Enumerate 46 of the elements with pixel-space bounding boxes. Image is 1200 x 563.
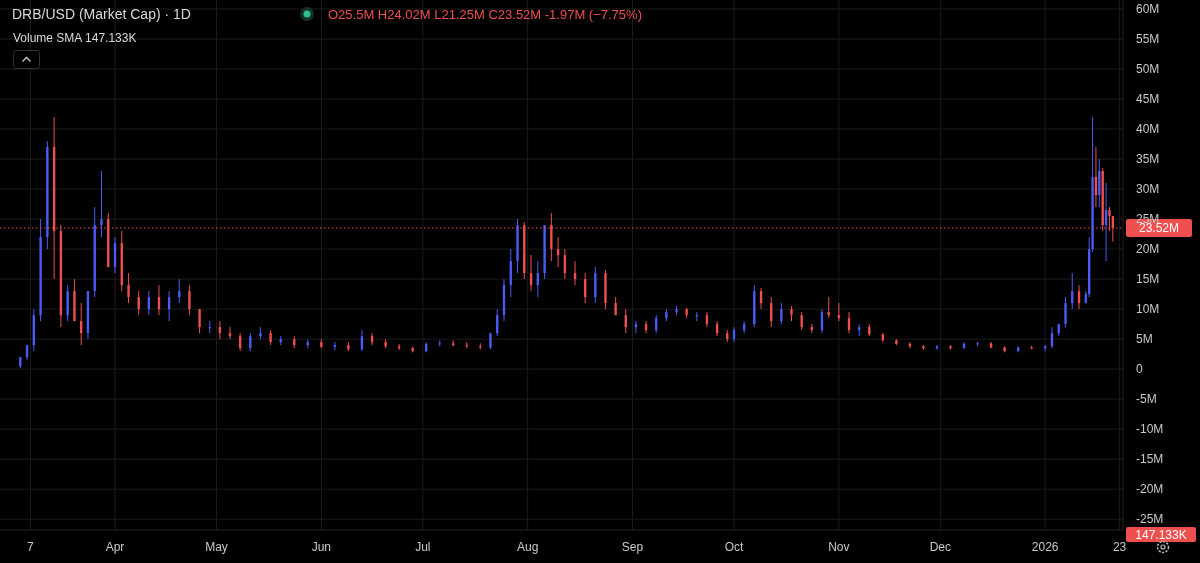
y-tick-label: 10M xyxy=(1136,302,1160,317)
candlestick xyxy=(935,344,939,351)
y-tick-label: 20M xyxy=(1136,242,1160,257)
candlestick xyxy=(208,320,211,334)
x-tick-label: May xyxy=(205,540,228,554)
y-tick-label: -20M xyxy=(1136,482,1164,497)
x-tick-label: Dec xyxy=(929,540,952,554)
y-tick-label: 0 xyxy=(1136,362,1143,377)
candlestick xyxy=(333,341,337,351)
y-tick-label: 60M xyxy=(1136,2,1160,16)
y-tick-label: -10M xyxy=(1136,422,1164,437)
y-tick-label: 40M xyxy=(1136,122,1160,137)
candlestick xyxy=(1098,158,1101,208)
candlestick xyxy=(137,290,140,316)
x-tick-label: 2026 xyxy=(1031,540,1059,554)
x-tick-label: 7 xyxy=(27,540,35,554)
x-tick-label: Jul xyxy=(415,540,431,554)
y-tick-label: 15M xyxy=(1136,272,1160,287)
x-tick-label: Jun xyxy=(311,540,332,554)
x-tick-label: 23 xyxy=(1112,540,1127,554)
y-tick-label: 30M xyxy=(1136,182,1160,197)
candlestick xyxy=(780,302,783,325)
candlestick xyxy=(800,311,803,331)
y-tick-label: -5M xyxy=(1136,392,1157,407)
y-tick-label: 55M xyxy=(1136,32,1160,47)
candlestick xyxy=(1064,296,1067,328)
candlestick xyxy=(397,343,401,351)
candlestick xyxy=(188,284,191,316)
text: DRB/USD (Market Cap) · 1D xyxy=(12,6,191,22)
text: 147.133K xyxy=(1135,527,1187,542)
y-tick-label: 5M xyxy=(1136,332,1153,347)
y-tick-label: -15M xyxy=(1136,452,1164,467)
x-tick-label: Aug xyxy=(516,540,539,554)
x-tick-label: Oct xyxy=(724,540,745,554)
x-tick-label: Sep xyxy=(621,540,644,554)
y-tick-label: -25M xyxy=(1136,512,1164,527)
y-tick-label: 50M xyxy=(1136,62,1160,77)
y-tick-label: 35M xyxy=(1136,152,1160,167)
candlestick xyxy=(127,272,130,304)
annotation: Volume SMA 147.133K xyxy=(13,31,137,45)
y-tick-label: 45M xyxy=(1136,92,1160,107)
x-tick-label: Nov xyxy=(828,540,850,554)
candlestick xyxy=(100,170,103,238)
candlestick xyxy=(198,308,201,334)
annotation: O25.5M H24.02M L21.25M C23.52M -1.97M (−7.75%) xyxy=(328,7,642,22)
x-tick-label: Apr xyxy=(105,540,125,554)
